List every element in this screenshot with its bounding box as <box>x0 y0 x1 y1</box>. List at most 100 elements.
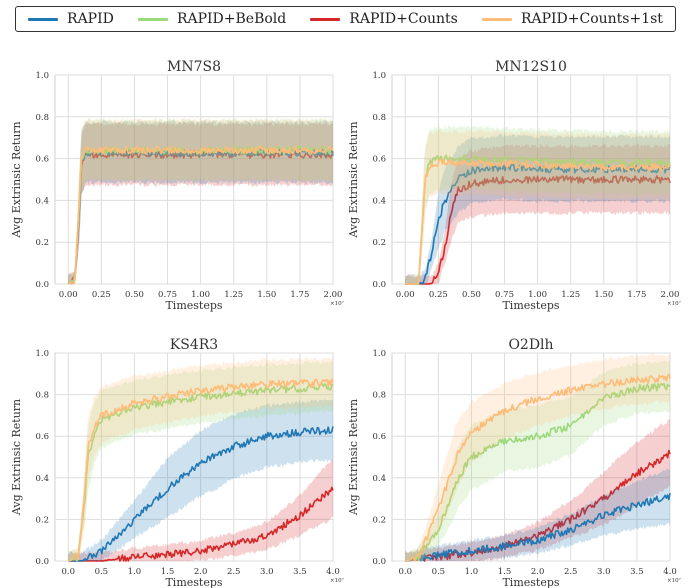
legend-swatch <box>310 17 341 21</box>
x-tick-label: 0.5 <box>95 567 109 577</box>
x-tick-label: 2.00 <box>324 290 343 300</box>
x-exponent-label: ×10⁷ <box>330 300 345 307</box>
x-tick-label: 4.0 <box>663 567 677 577</box>
chart-panel: 0.0 0.2 0.4 0.6 0.8 1.0 0.00 0.25 0.50 0.75 1.00 1.… <box>347 59 682 312</box>
legend-label: RAPID+Counts <box>349 11 458 27</box>
series-band <box>405 468 670 561</box>
series-line <box>405 158 671 285</box>
series-band <box>68 398 333 561</box>
series-line <box>405 175 671 285</box>
y-tick-label: 0.2 <box>372 238 386 248</box>
legend-item: RAPID <box>28 11 114 27</box>
x-tick-label: 0.00 <box>396 290 415 300</box>
series-band <box>68 360 333 561</box>
series-line <box>405 382 671 562</box>
y-tick-label: 0.8 <box>35 113 49 123</box>
series-band <box>68 120 333 284</box>
x-tick-label: 0.25 <box>429 290 448 300</box>
series-band <box>405 353 670 561</box>
x-tick-label: 3.0 <box>597 567 611 577</box>
y-axis-label: Avg Extrinsic Return <box>10 399 23 516</box>
x-tick-label: 0.75 <box>158 290 177 300</box>
x-tick-label: 1.50 <box>594 290 613 300</box>
legend-item: RAPID+Counts <box>310 11 458 27</box>
x-axis-label: Timesteps <box>165 576 222 588</box>
legend-item: RAPID+Counts+1st <box>481 11 663 27</box>
x-tick-label: 1.5 <box>161 567 175 577</box>
y-tick-label: 1.0 <box>372 349 386 359</box>
y-tick-label: 0.0 <box>372 557 386 567</box>
series-band <box>405 418 670 561</box>
x-tick-label: 2.5 <box>564 567 578 577</box>
x-tick-label: 0.00 <box>59 290 78 300</box>
series-band <box>68 118 333 284</box>
x-axis-label: Timesteps <box>165 299 222 312</box>
x-tick-label: 1.5 <box>498 567 512 577</box>
legend-label: RAPID+BeBold <box>176 11 287 27</box>
y-tick-label: 0.4 <box>35 474 49 484</box>
y-tick-label: 0.0 <box>35 280 49 290</box>
x-tick-label: 0.0 <box>61 567 75 577</box>
x-tick-label: 1.00 <box>528 290 547 300</box>
x-tick-label: 1.75 <box>627 290 646 300</box>
chart-title: MN12S10 <box>495 59 567 75</box>
y-tick-label: 0.0 <box>372 280 386 290</box>
y-tick-label: 0.4 <box>372 474 386 484</box>
series-band <box>68 118 333 284</box>
x-tick-label: 1.0 <box>465 567 479 577</box>
y-axis-label: Avg Extrinsic Return <box>347 121 360 238</box>
y-tick-label: 0.0 <box>35 557 49 567</box>
y-tick-label: 0.8 <box>372 391 386 401</box>
x-tick-label: 0.0 <box>398 567 412 577</box>
series-line <box>67 145 334 285</box>
series-line <box>68 378 334 562</box>
y-tick-label: 1.0 <box>35 349 49 359</box>
legend-label: RAPID <box>67 11 114 27</box>
series-band <box>68 356 333 561</box>
x-tick-label: 0.50 <box>462 290 481 300</box>
legend: RAPID RAPID+BeBold RAPID+Counts RAPID+Count… <box>15 6 676 32</box>
x-tick-label: 4.0 <box>326 567 340 577</box>
y-tick-label: 0.4 <box>35 196 49 206</box>
chart-title: MN7S8 <box>167 59 221 75</box>
y-tick-label: 0.8 <box>35 391 49 401</box>
x-tick-label: 1.50 <box>257 290 276 300</box>
x-tick-label: 0.5 <box>432 567 446 577</box>
x-tick-label: 1.00 <box>191 290 210 300</box>
x-axis-label: Timesteps <box>502 576 559 588</box>
series-line <box>405 493 671 562</box>
x-tick-label: 1.75 <box>290 290 309 300</box>
y-tick-label: 0.6 <box>35 432 49 442</box>
series-band <box>405 360 670 561</box>
legend-label: RAPID+Counts+1st <box>520 11 663 27</box>
y-axis-label: Avg Extrinsic Return <box>10 121 23 238</box>
y-tick-label: 1.0 <box>35 71 49 81</box>
x-tick-label: 0.75 <box>495 290 514 300</box>
y-tick-label: 0.6 <box>372 155 386 165</box>
legend-swatch <box>481 17 512 21</box>
x-tick-label: 0.25 <box>92 290 111 300</box>
chart-panel: 0.0 0.2 0.4 0.6 0.8 1.0 0.00 0.25 0.50 0.75 1.00 1.… <box>10 59 345 312</box>
x-exponent-label: ×10⁷ <box>667 300 682 307</box>
chart-panel: 0.0 0.2 0.4 0.6 0.8 1.0 0.0 0.5 1.0 1.5 2.0 2.5 3.0 3… <box>10 337 345 588</box>
y-tick-label: 0.2 <box>35 515 49 525</box>
y-tick-label: 0.2 <box>372 515 386 525</box>
x-tick-label: 0.50 <box>125 290 144 300</box>
x-tick-label: 3.5 <box>630 567 644 577</box>
legend-swatch <box>28 17 59 21</box>
series-line <box>405 373 671 562</box>
series-line <box>68 486 334 562</box>
series-line <box>68 426 334 562</box>
y-tick-label: 0.4 <box>372 196 386 206</box>
x-exponent-label: ×10⁷ <box>667 577 682 584</box>
series-line <box>67 383 334 562</box>
x-tick-label: 2.0 <box>194 567 208 577</box>
chart-title: KS4R3 <box>170 337 218 353</box>
x-tick-label: 3.0 <box>260 567 274 577</box>
y-tick-label: 0.6 <box>372 432 386 442</box>
legend-swatch <box>137 17 168 21</box>
y-tick-label: 0.6 <box>35 155 49 165</box>
x-tick-label: 1.25 <box>224 290 243 300</box>
y-tick-label: 0.8 <box>372 113 386 123</box>
